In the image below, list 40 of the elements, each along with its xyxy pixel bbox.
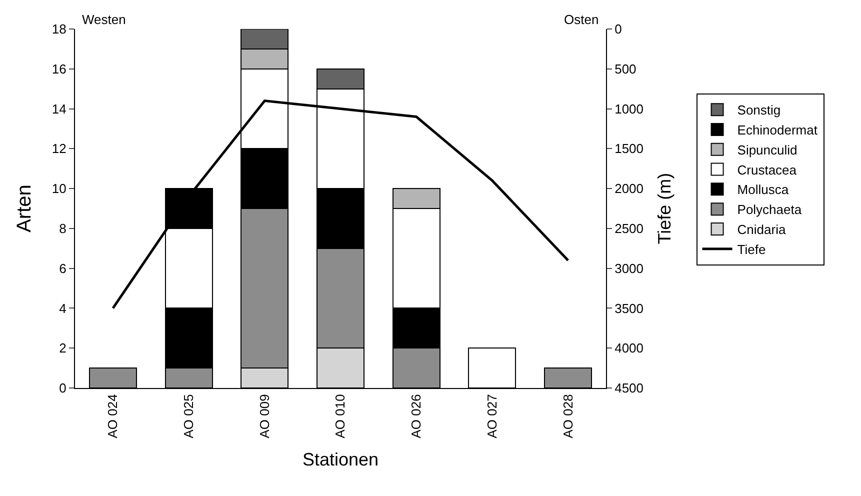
y-tick-label: 12 <box>52 141 66 156</box>
y-tick-label: 14 <box>52 101 66 116</box>
y2-tick-label: 2000 <box>614 181 644 196</box>
y-tick-label: 16 <box>52 61 66 76</box>
y-tick-label: 4 <box>59 300 66 316</box>
x-tick-label: AO 010 <box>332 394 348 438</box>
x-tick-label: AO 009 <box>256 394 272 438</box>
legend-label: Crustacea <box>737 162 798 178</box>
legend-label: Polychaeta <box>737 202 802 218</box>
legend-label: Echinodermat <box>737 122 818 138</box>
y2-tick-label: 3500 <box>614 300 644 316</box>
x-tick-label: AO 028 <box>560 394 576 438</box>
y-tick-label: 8 <box>59 220 66 236</box>
x-tick-label: AO 025 <box>181 394 196 438</box>
text: Osten <box>564 12 599 27</box>
y-axis-title: Arten <box>13 184 36 232</box>
x-axis-title: Stationen <box>302 449 379 470</box>
y2-tick-label: 1000 <box>614 101 644 116</box>
y2-tick-label: 4500 <box>614 380 644 396</box>
y-tick-label: 2 <box>59 340 66 356</box>
legend-label: Sonstig <box>737 102 781 118</box>
x-tick-label: AO 027 <box>484 394 500 438</box>
y2-tick-label: 2500 <box>614 220 644 236</box>
x-tick-label: AO 024 <box>105 394 120 438</box>
legend-label: Sipunculid <box>737 142 798 158</box>
y-tick-label: 0 <box>59 380 66 396</box>
y2-tick-label: 500 <box>614 61 636 76</box>
y2-tick-label: 4000 <box>614 340 644 356</box>
legend-label: Cnidaria <box>737 222 786 238</box>
legend-label: Mollusca <box>737 182 790 198</box>
y-tick-label: 10 <box>52 181 66 196</box>
legend-label: Tiefe <box>737 242 766 257</box>
text: Westen <box>82 12 126 27</box>
y-tick-label: 6 <box>59 260 66 276</box>
y2-tick-label: 1500 <box>614 141 644 156</box>
x-tick-label: AO 026 <box>408 394 424 438</box>
y2-tick-label: 3000 <box>614 260 644 276</box>
y2-axis-title: Tiefe (m) <box>654 172 675 244</box>
y2-tick-label: 0 <box>614 22 622 37</box>
y-tick-label: 18 <box>52 22 66 37</box>
